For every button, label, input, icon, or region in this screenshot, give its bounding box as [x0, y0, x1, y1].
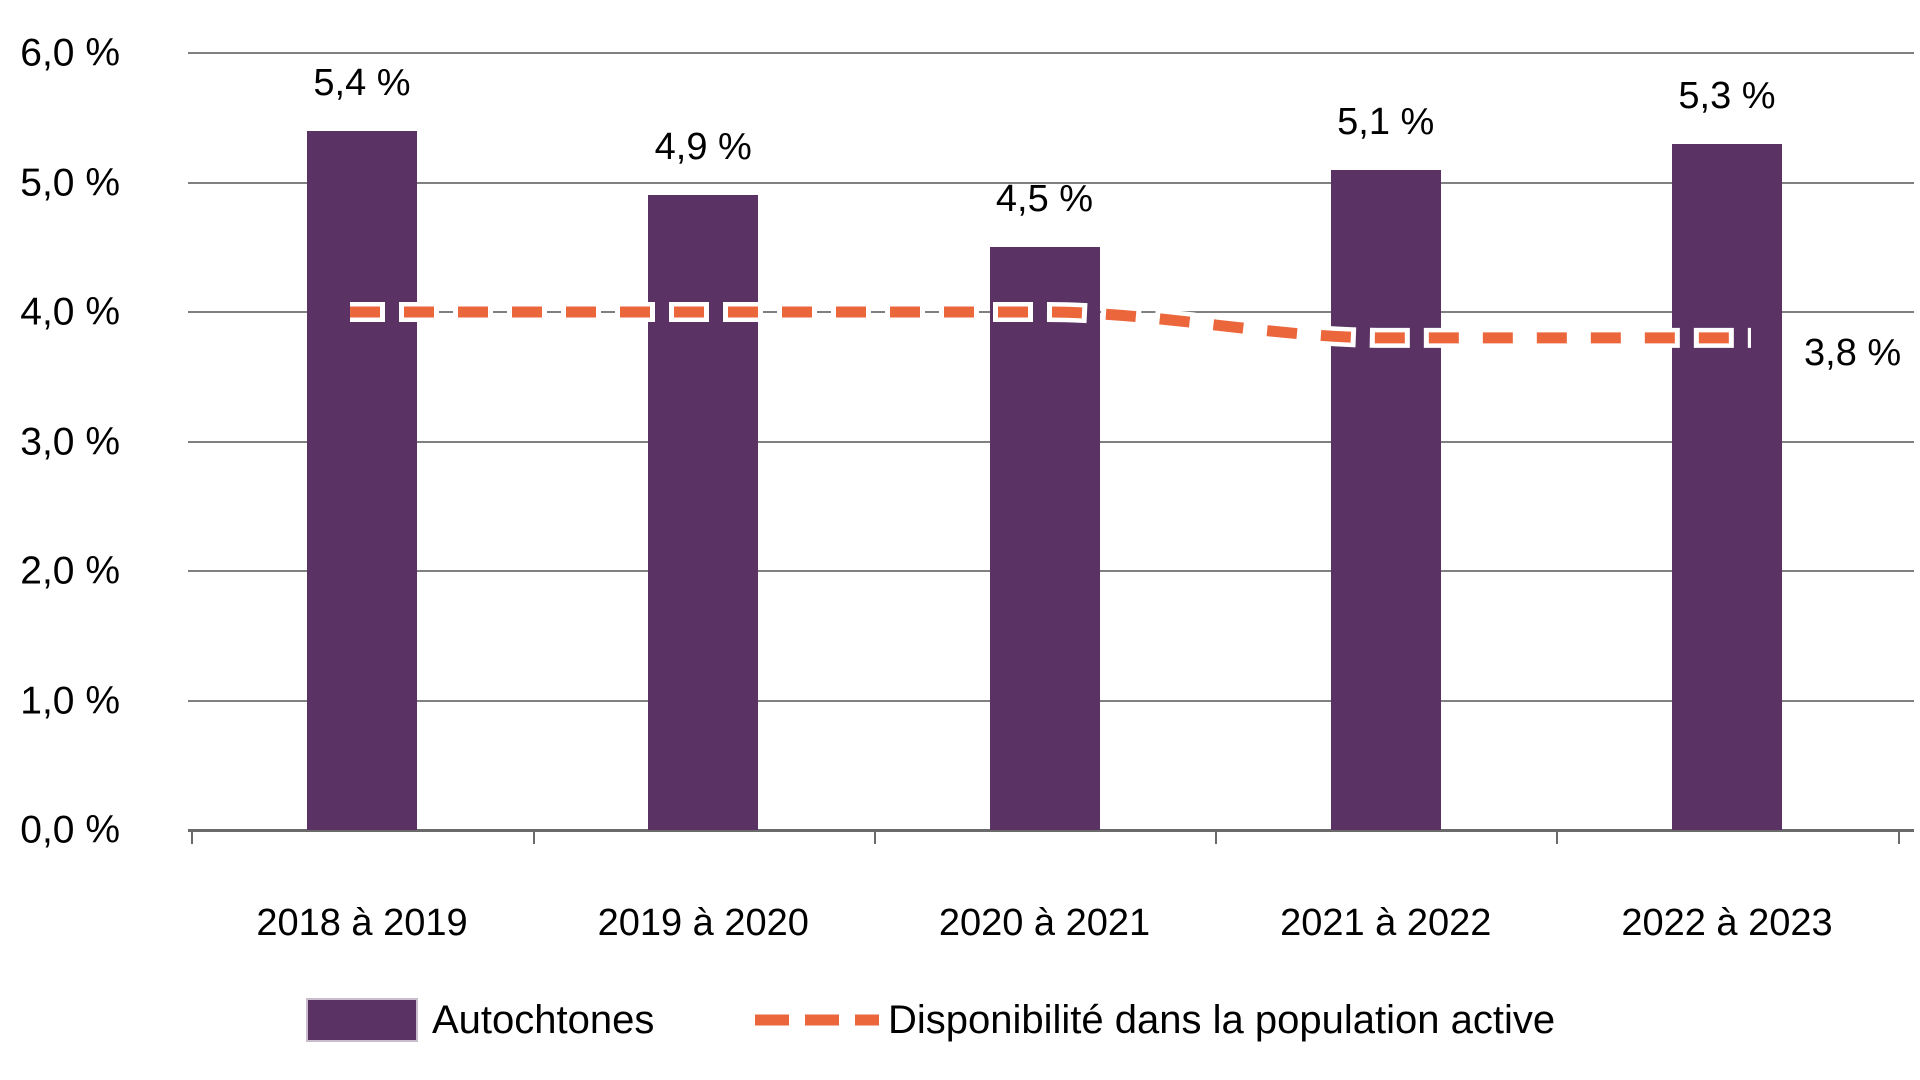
y-axis-label: 3,0 % — [20, 420, 120, 463]
x-axis-label: 2018 à 2019 — [256, 902, 468, 944]
bar — [307, 130, 417, 830]
x-axis-label: 2020 à 2021 — [938, 902, 1151, 944]
legend-dashed-line-icon — [755, 1014, 879, 1026]
y-axis-label: 5,0 % — [20, 161, 120, 204]
bar — [1330, 169, 1441, 830]
legend-bar-swatch — [306, 998, 418, 1042]
x-axis-tick — [1556, 830, 1559, 844]
legend-label-disponibilite: Disponibilité dans la population active — [888, 998, 1556, 1042]
x-axis-tick — [1897, 830, 1900, 844]
legend-label-autochtones: Autochtones — [432, 998, 655, 1042]
bar-value-label: 5,4 % — [313, 61, 411, 104]
x-axis-label: 2019 à 2020 — [597, 902, 809, 944]
bar — [648, 195, 759, 830]
bar — [1672, 143, 1782, 830]
bar-value-label: 4,5 % — [995, 178, 1094, 221]
bar — [989, 247, 1100, 830]
bar-value-label: 4,9 % — [654, 126, 752, 169]
y-axis-label: 4,0 % — [20, 290, 120, 334]
y-axis-label: 0,0 % — [20, 808, 120, 852]
bar-value-label: 5,1 % — [1337, 100, 1435, 143]
y-axis-label: 6,0 % — [20, 31, 120, 75]
x-axis-label: 2022 à 2023 — [1621, 902, 1833, 944]
x-axis-tick — [873, 830, 876, 844]
x-axis-tick — [191, 830, 194, 844]
x-axis-tick — [532, 830, 535, 844]
x-axis-label: 2021 à 2022 — [1280, 902, 1492, 944]
x-axis-line — [188, 829, 1914, 832]
line-end-value-label: 3,8 % — [1804, 331, 1902, 374]
x-axis-tick — [1215, 830, 1218, 844]
y-axis-label: 2,0 % — [20, 549, 120, 593]
y-axis-label: 1,0 % — [20, 679, 120, 722]
bar-value-label: 5,3 % — [1678, 74, 1776, 117]
gridline — [188, 52, 1914, 54]
gridline — [188, 181, 1914, 184]
